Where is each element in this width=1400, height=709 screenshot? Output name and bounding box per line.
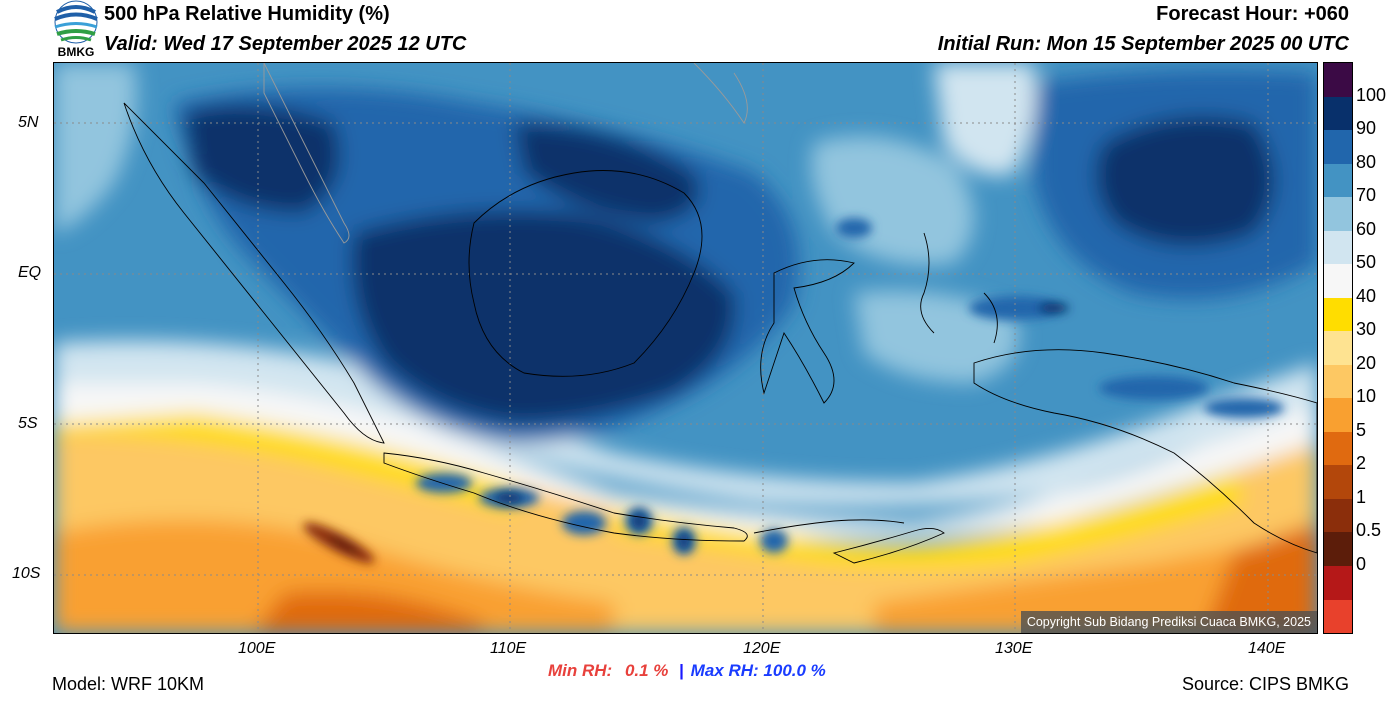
colorbar-swatch xyxy=(1324,230,1352,265)
colorbar-swatch xyxy=(1324,63,1352,97)
graticule xyxy=(54,63,1317,633)
lon-label-100e: 100E xyxy=(238,640,276,657)
colorbar-swatch xyxy=(1324,264,1352,298)
colorbar-label: 30 xyxy=(1356,319,1377,340)
colorbar-label: 1 xyxy=(1356,486,1367,507)
min-rh-label: Min RH: xyxy=(548,661,613,680)
model-label: Model: WRF 10KM xyxy=(52,674,205,694)
map-panel: Copyright Sub Bidang Prediksi Cuaca BMKG… xyxy=(53,62,1318,634)
colorbar-label: 50 xyxy=(1356,252,1377,273)
colorbar-swatch xyxy=(1324,465,1352,499)
colorbar-swatch xyxy=(1324,599,1352,634)
colorbar-swatch xyxy=(1324,431,1352,466)
max-rh: Max RH: 100.0 % xyxy=(690,661,826,680)
colorbar-label: 80 xyxy=(1356,151,1377,172)
lat-label-10s: 10S xyxy=(12,565,41,582)
lon-label-110e: 110E xyxy=(490,640,527,657)
valid-time: Valid: Wed 17 September 2025 12 UTC xyxy=(104,33,467,55)
colorbar-swatch xyxy=(1324,197,1352,231)
colorbar-swatch xyxy=(1324,130,1352,164)
colorbar-label: 5 xyxy=(1356,419,1367,440)
colorbar-label: 90 xyxy=(1356,118,1377,139)
bmkg-logo: BMKG xyxy=(52,0,100,62)
colorbar-label: 100 xyxy=(1356,84,1387,105)
colorbar-label: 60 xyxy=(1356,218,1377,239)
colorbar-swatch xyxy=(1324,331,1352,365)
coastlines xyxy=(123,63,1317,564)
colorbar-label: 70 xyxy=(1356,185,1377,206)
rh-separator: | xyxy=(679,661,684,680)
lat-label-5s: 5S xyxy=(18,415,38,432)
colorbar-label: 2 xyxy=(1356,453,1367,474)
initial-run: Initial Run: Mon 15 September 2025 00 UT… xyxy=(937,33,1349,55)
lat-label-eq: EQ xyxy=(18,264,42,281)
logo-text: BMKG xyxy=(57,45,95,59)
map-title: 500 hPa Relative Humidity (%) xyxy=(104,3,390,25)
lon-label-120e: 120E xyxy=(743,640,781,657)
colorbar-label: 10 xyxy=(1356,386,1377,407)
colorbar-label: 40 xyxy=(1356,285,1377,306)
colorbar-swatches xyxy=(1324,63,1352,634)
lon-label-140e: 140E xyxy=(1248,640,1286,657)
colorbar-swatch xyxy=(1324,96,1352,131)
colorbar-label: 20 xyxy=(1356,352,1377,373)
colorbar xyxy=(1323,62,1353,634)
colorbar-swatch xyxy=(1324,364,1352,399)
source-label: Source: CIPS BMKG xyxy=(1181,674,1349,694)
colorbar-label: 0 xyxy=(1356,553,1367,574)
min-rh-value: 0.1 % xyxy=(624,661,669,680)
colorbar-label: 0.5 xyxy=(1356,520,1382,541)
colorbar-swatch xyxy=(1324,532,1352,566)
lat-label-5n: 5N xyxy=(18,114,39,131)
lon-label-130e: 130E xyxy=(995,640,1033,657)
colorbar-swatch xyxy=(1324,498,1352,533)
rh-summary: Min RH: 0.1 % | Max RH: 100.0 % xyxy=(548,661,826,681)
copyright-text: Copyright Sub Bidang Prediksi Cuaca BMKG… xyxy=(1026,615,1311,629)
colorbar-swatch xyxy=(1324,163,1352,198)
copyright-box: Copyright Sub Bidang Prediksi Cuaca BMKG… xyxy=(1020,611,1317,633)
humidity-field xyxy=(54,63,1317,633)
colorbar-swatch xyxy=(1324,565,1352,600)
colorbar-swatch xyxy=(1324,297,1352,332)
forecast-hour: Forecast Hour: +060 xyxy=(1156,3,1349,25)
colorbar-swatch xyxy=(1324,398,1352,432)
